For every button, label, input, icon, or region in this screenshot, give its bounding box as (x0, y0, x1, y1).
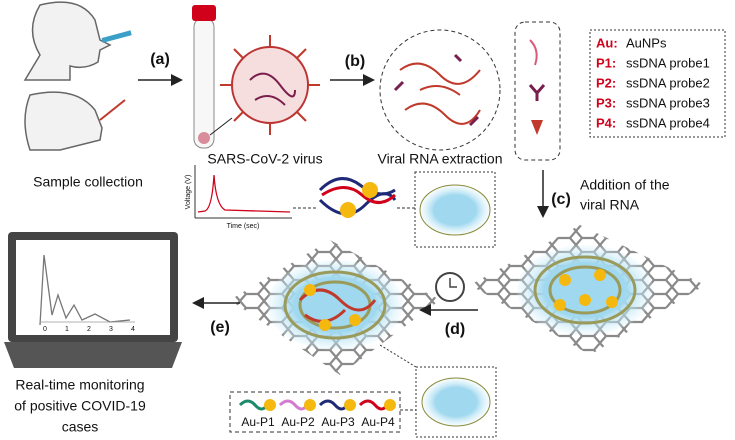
face-top (23, 1, 132, 81)
legend-key: Au: (596, 35, 618, 50)
legend: Au: AuNPs P1: ssDNA probe1 P2: ssDNA probe2 P3… (596, 35, 710, 130)
probes: Au-P1 Au-P2 Au-P3 Au-P4 (238, 399, 396, 429)
clock (435, 272, 465, 302)
tick-label: 2 (87, 326, 91, 333)
gold-particle (304, 399, 316, 411)
gold-particle (384, 399, 396, 411)
step-d: (d) (445, 321, 465, 338)
probe-box (229, 391, 401, 433)
probe-strand (318, 399, 349, 411)
virus-label: SARS-CoV-2 virus (207, 151, 322, 167)
connector (379, 344, 417, 368)
y-axis-label: Voltage (V) (185, 175, 192, 210)
probe-strand (358, 399, 389, 411)
face-bottom (24, 91, 126, 151)
probe-label: Au-P4 (361, 415, 395, 429)
tick-label: 4 (131, 326, 135, 333)
step-c: (c) (551, 191, 571, 208)
zoom-electrode (419, 184, 491, 236)
monitoring-label: Real-time monitoring (15, 377, 144, 393)
step-e: (e) (210, 319, 230, 336)
sample-label: Sample collection (33, 174, 143, 190)
step-b: (b) (345, 53, 365, 70)
legend-label: ssDNA probe1 (626, 55, 710, 70)
probe-strand (238, 399, 269, 411)
component-box (514, 21, 561, 161)
signal-plot: Voltage (V) Time (sec) (185, 165, 292, 230)
x-axis-label: Time (sec) (227, 223, 260, 230)
tick-label: 0 (43, 326, 47, 333)
legend-label: ssDNA probe3 (626, 95, 710, 110)
legend-box (589, 29, 726, 138)
extraction-label: Viral RNA extraction (377, 151, 502, 167)
sensor-left (230, 240, 440, 375)
pointer (209, 117, 233, 136)
legend-label: AuNPs (626, 35, 667, 50)
addition-label: Addition of the (580, 177, 670, 193)
step-a: (a) (150, 51, 170, 68)
tick-label: 1 (65, 326, 69, 333)
zoom-electrode (421, 377, 491, 427)
legend-key: P3: (596, 95, 616, 110)
probe-strand (278, 399, 309, 411)
legend-key: P1: (596, 55, 616, 70)
extraction-circle (379, 29, 501, 151)
sensor-right (470, 225, 705, 355)
gold-particle (344, 399, 356, 411)
laptop (4, 232, 182, 368)
monitoring-label: cases (62, 419, 99, 435)
probe-label: Au-P2 (281, 415, 315, 429)
tick-label: 3 (109, 326, 113, 333)
tube (192, 5, 216, 149)
addition-label: viral RNA (580, 197, 640, 213)
monitoring-label: of positive COVID-19 (14, 398, 146, 414)
gold-particle (264, 399, 276, 411)
virus (220, 35, 320, 135)
legend-label: ssDNA probe4 (626, 115, 710, 130)
legend-key: P2: (596, 75, 616, 90)
probe-label: Au-P3 (321, 415, 355, 429)
legend-label: ssDNA probe2 (626, 75, 710, 90)
hybrid (318, 177, 397, 218)
legend-key: P4: (596, 115, 616, 130)
probe-label: Au-P1 (241, 415, 275, 429)
